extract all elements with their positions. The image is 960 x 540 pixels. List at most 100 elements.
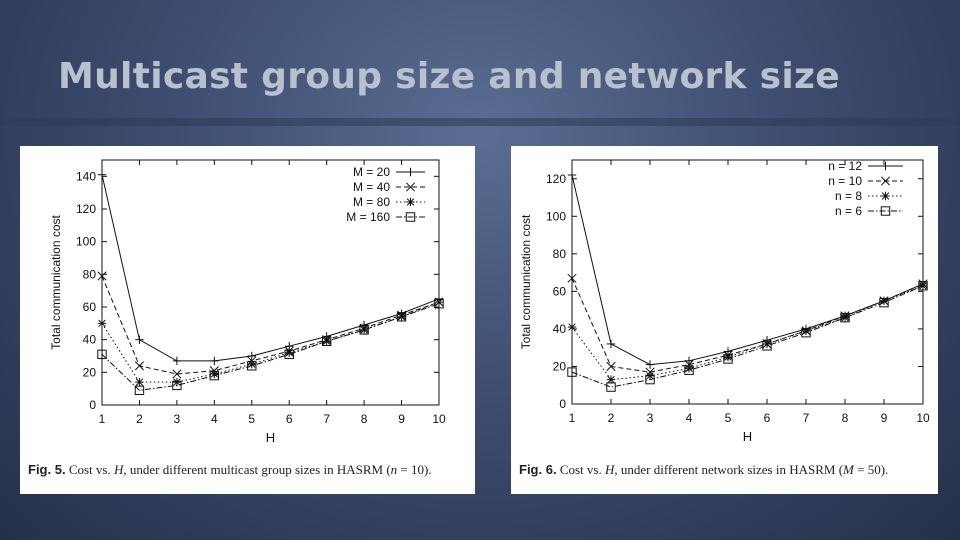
x-tick-label: 5 bbox=[725, 411, 732, 425]
y-tick-label: 40 bbox=[83, 333, 97, 347]
y-tick-label: 0 bbox=[559, 397, 566, 411]
marker-square bbox=[134, 385, 145, 396]
x-tick-label: 4 bbox=[211, 412, 218, 426]
x-tick-label: 3 bbox=[174, 412, 181, 426]
figure-panel-left: 0 20 40 60 80 100 120 140 1 2 3 4 5 6 7 8 9 10 H Total comm… bbox=[20, 146, 475, 494]
legend-marker bbox=[405, 182, 416, 192]
y-tick-label: 20 bbox=[553, 359, 567, 373]
x-tick-label: 7 bbox=[803, 411, 810, 425]
x-tick-label: 5 bbox=[248, 412, 255, 426]
marker-square bbox=[321, 336, 332, 347]
marker-x-b bbox=[406, 198, 415, 206]
y-tick-label: 80 bbox=[553, 247, 567, 261]
caption-text-part: = 10). bbox=[397, 462, 432, 477]
x-tick-label: 6 bbox=[286, 412, 293, 426]
legend-label: n = 8 bbox=[835, 189, 862, 203]
x-tick-label: 3 bbox=[647, 411, 654, 425]
series-markers bbox=[97, 271, 444, 379]
title-divider-band bbox=[0, 118, 960, 126]
y-tick-label: 120 bbox=[76, 202, 96, 216]
y-tick-label: 80 bbox=[83, 267, 97, 281]
legend-label: n = 10 bbox=[828, 174, 862, 188]
x-tick-label: 8 bbox=[361, 412, 368, 426]
y-tick-label: 60 bbox=[553, 284, 567, 298]
legend-marker bbox=[406, 197, 415, 207]
marker-square bbox=[434, 299, 444, 309]
x-tick-label: 9 bbox=[881, 411, 888, 425]
y-axis-label: Total communication cost bbox=[519, 214, 533, 349]
figure-caption-left: Fig. 5. Cost vs. H, under different mult… bbox=[28, 462, 432, 478]
caption-text-part: Cost vs. bbox=[68, 462, 114, 477]
y-tick-label: 40 bbox=[553, 322, 567, 336]
series-line bbox=[571, 285, 924, 388]
x-axis-label: H bbox=[266, 430, 275, 445]
marker-square bbox=[247, 361, 257, 371]
series-line bbox=[571, 285, 924, 381]
series-markers bbox=[97, 297, 444, 387]
series-line bbox=[101, 275, 440, 375]
x-tick-label: 1 bbox=[569, 411, 576, 425]
legend-marker bbox=[880, 206, 891, 216]
series-markers bbox=[97, 170, 444, 366]
marker-square bbox=[405, 212, 416, 222]
marker-square bbox=[723, 354, 733, 364]
marker-square bbox=[284, 349, 294, 360]
x-tick-label: 10 bbox=[916, 411, 930, 425]
series-line bbox=[101, 301, 440, 383]
marker-x-b bbox=[97, 271, 107, 281]
figure-caption-right: Fig. 6. Cost vs. H, under different netw… bbox=[519, 462, 888, 478]
marker-x-b bbox=[172, 369, 182, 379]
marker-x-b bbox=[919, 282, 927, 290]
caption-text-part: , under different network sizes in HASRM… bbox=[614, 462, 844, 477]
x-tick-label: 1 bbox=[99, 412, 106, 426]
marker-x-b bbox=[881, 192, 890, 200]
marker-square bbox=[606, 382, 616, 392]
marker-square bbox=[762, 341, 772, 351]
marker-square bbox=[567, 367, 577, 377]
y-tick-label: 100 bbox=[76, 235, 96, 249]
legend-marker bbox=[406, 167, 415, 177]
legend-marker bbox=[881, 191, 890, 201]
marker-x-b bbox=[98, 319, 106, 328]
marker-x-b bbox=[607, 375, 615, 384]
legend-marker bbox=[405, 212, 416, 222]
marker-square bbox=[918, 281, 928, 291]
x-tick-label: 4 bbox=[686, 411, 693, 425]
marker-x-b bbox=[606, 361, 616, 372]
caption-parameter: M bbox=[843, 462, 854, 477]
plot-frame bbox=[101, 159, 440, 406]
y-axis-label: Total communication cost bbox=[49, 214, 63, 349]
marker-x-b bbox=[173, 378, 181, 386]
caption-text-part: = 50). bbox=[853, 462, 889, 477]
x-tick-label: 2 bbox=[136, 412, 143, 426]
marker-x-b bbox=[880, 176, 891, 186]
legend-label: M = 160 bbox=[346, 210, 390, 224]
series-line bbox=[101, 174, 440, 362]
slide-title: Multicast group size and network size bbox=[58, 56, 840, 97]
caption-variable: H bbox=[113, 462, 124, 477]
x-tick-label: 10 bbox=[432, 412, 446, 426]
caption-fig-number: Fig. 6. bbox=[519, 462, 557, 477]
marker-x-b bbox=[568, 323, 576, 331]
marker-square bbox=[172, 380, 182, 391]
plot-frame bbox=[571, 159, 924, 405]
caption-fig-number: Fig. 5. bbox=[28, 462, 66, 477]
x-tick-label: 8 bbox=[842, 411, 849, 425]
marker-square bbox=[684, 365, 694, 375]
marker-x-b bbox=[134, 361, 144, 371]
series-markers bbox=[567, 281, 928, 392]
legend-marker bbox=[881, 161, 890, 171]
series-line bbox=[101, 303, 440, 391]
y-tick-label: 120 bbox=[546, 172, 566, 186]
legend-label: M = 40 bbox=[353, 180, 390, 194]
legend-label: n = 6 bbox=[835, 204, 862, 218]
series-markers bbox=[567, 170, 928, 369]
legend-label: M = 20 bbox=[353, 165, 390, 179]
cost-vs-h-network-chart: 0 20 40 60 80 100 120 1 2 3 4 5 6 7 8 9 10 H Total communi… bbox=[519, 159, 930, 444]
legend-label: M = 80 bbox=[353, 195, 390, 209]
caption-text-part: , under different multicast group sizes … bbox=[123, 462, 391, 477]
series-line bbox=[571, 174, 924, 366]
x-axis-label: H bbox=[743, 429, 752, 444]
caption-text-part: Cost vs. bbox=[559, 462, 605, 477]
legend-label: n = 12 bbox=[828, 159, 862, 173]
